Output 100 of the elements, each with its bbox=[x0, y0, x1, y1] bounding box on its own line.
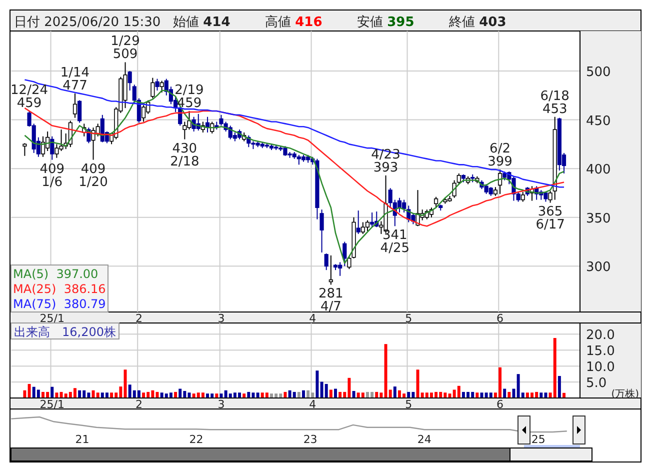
x-tick-label: 4 bbox=[309, 312, 316, 325]
y-tick-label: 20.0 bbox=[586, 328, 615, 344]
y-tick-label: 10.0 bbox=[586, 360, 615, 376]
candlestick bbox=[128, 70, 132, 92]
bar bbox=[302, 390, 305, 398]
bar bbox=[174, 392, 178, 398]
annotation: 4/23 393 bbox=[371, 147, 400, 176]
bar bbox=[142, 392, 146, 398]
bar bbox=[178, 388, 182, 398]
annotation: 1/29 509 bbox=[110, 34, 140, 62]
chart-title: 出来高 16,200株 bbox=[14, 325, 116, 339]
bar bbox=[508, 392, 511, 398]
bar bbox=[201, 392, 204, 398]
bar bbox=[375, 392, 378, 398]
bar bbox=[361, 392, 364, 398]
bar bbox=[388, 390, 392, 398]
candlestick bbox=[78, 100, 82, 124]
bar bbox=[329, 390, 332, 398]
candlestick bbox=[342, 241, 347, 267]
bar bbox=[352, 390, 356, 398]
candlestick bbox=[356, 210, 360, 234]
x-tick-label: 3 bbox=[218, 312, 225, 325]
annotation: 365 6/17 bbox=[536, 204, 565, 233]
candlestick bbox=[324, 252, 328, 271]
x-tick-label: 25 bbox=[531, 433, 546, 446]
y-tick-label: 5.0 bbox=[586, 376, 607, 392]
x-tick-label: 2 bbox=[135, 312, 142, 325]
bar bbox=[324, 384, 328, 398]
bar bbox=[28, 384, 31, 398]
bar bbox=[256, 392, 260, 398]
x-tick-label: 22 bbox=[189, 433, 204, 446]
bar bbox=[457, 386, 460, 398]
candlestick bbox=[434, 196, 438, 208]
bar bbox=[23, 390, 26, 398]
text: 高値 416 bbox=[265, 14, 322, 30]
bar bbox=[292, 392, 296, 398]
bar bbox=[96, 392, 100, 398]
candlestick bbox=[155, 78, 160, 92]
candlestick bbox=[548, 190, 552, 204]
text: 始値 414 bbox=[173, 15, 230, 30]
x-tick-label: 5 bbox=[405, 398, 412, 411]
bar bbox=[306, 390, 310, 398]
y-tick-label: 500 bbox=[586, 65, 611, 80]
bar bbox=[55, 392, 58, 398]
annotation: 281 4/7 bbox=[318, 286, 344, 315]
bar bbox=[169, 392, 172, 398]
bar bbox=[393, 386, 396, 398]
candlestick bbox=[320, 209, 324, 253]
bar bbox=[105, 392, 108, 398]
annotation: 6/18 453 bbox=[540, 88, 570, 117]
y-tick-label: 300 bbox=[586, 260, 611, 276]
bar bbox=[36, 390, 40, 398]
bar bbox=[242, 394, 246, 398]
candlestick bbox=[150, 77, 155, 99]
bar bbox=[206, 394, 210, 398]
x-tick-label: 24 bbox=[417, 433, 432, 446]
bar bbox=[50, 386, 54, 398]
y-tick-label: 15.0 bbox=[586, 344, 615, 360]
candlestick bbox=[141, 104, 146, 122]
x-tick-label: 25/1 bbox=[40, 312, 64, 325]
x-tick-label: 5 bbox=[405, 312, 412, 325]
x-tick-label: 23 bbox=[303, 433, 318, 446]
bar bbox=[137, 390, 140, 398]
x-tick-label: 25/1 bbox=[40, 398, 64, 411]
bar bbox=[540, 392, 543, 398]
text: MA(75) 380.79 bbox=[13, 297, 106, 311]
candlestick bbox=[72, 92, 78, 118]
candlestick bbox=[520, 191, 525, 202]
y-axis-title: (万株) bbox=[611, 388, 640, 400]
bar bbox=[476, 392, 479, 398]
x-tick-label: 6 bbox=[496, 312, 504, 325]
bar bbox=[78, 390, 82, 398]
annotation: 430 2/18 bbox=[170, 141, 200, 170]
y-tick-label: 450 bbox=[586, 114, 611, 129]
text: 安値 395 bbox=[357, 14, 414, 30]
x-tick-label: 2 bbox=[135, 398, 142, 411]
bar bbox=[512, 388, 516, 398]
annotation: 341 4/25 bbox=[380, 228, 410, 256]
bar bbox=[553, 338, 556, 398]
y-tick-label: 350 bbox=[586, 211, 611, 226]
bar bbox=[265, 392, 268, 398]
bar bbox=[220, 394, 223, 398]
bar bbox=[503, 388, 506, 398]
candlestick bbox=[160, 80, 164, 93]
bar bbox=[407, 392, 410, 398]
annotation: 409 1/20 bbox=[78, 162, 108, 190]
candlestick bbox=[347, 256, 352, 270]
bar bbox=[284, 392, 287, 398]
candlestick bbox=[328, 254, 333, 286]
text: MA(5) 397.00 bbox=[13, 267, 98, 281]
candlestick bbox=[370, 212, 374, 228]
annotation: 6/2 399 bbox=[488, 142, 512, 170]
annotation: 409 1/6 bbox=[40, 162, 65, 190]
annotation: 12/24 459 bbox=[10, 83, 48, 112]
x-tick-label: 6 bbox=[496, 398, 504, 411]
bar bbox=[489, 392, 492, 398]
annotation: 1/14 477 bbox=[60, 65, 90, 94]
text: 終値 403 bbox=[448, 15, 506, 30]
x-tick-label: 3 bbox=[218, 398, 225, 411]
bar bbox=[334, 388, 337, 398]
